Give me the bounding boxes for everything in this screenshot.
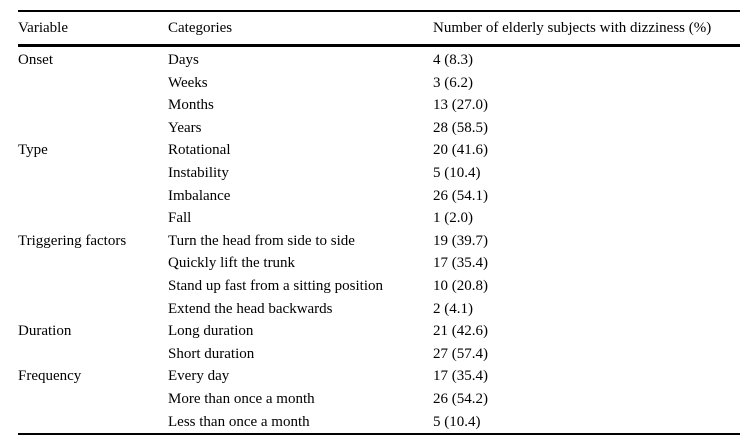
value-cell: 20 (41.6) (433, 142, 488, 159)
paper-table: Variable Categories Number of elderly su… (18, 10, 740, 436)
variable-cell (18, 411, 168, 435)
category-cell: Stand up fast from a sitting position (168, 277, 383, 294)
table-row: Months 13 (27.0) (18, 94, 740, 117)
variable-cell (18, 207, 168, 230)
category-cell: Extend the head backwards (168, 300, 333, 317)
variable-cell (18, 298, 168, 321)
category-cell: Rotational (168, 142, 231, 159)
category-cell: Quickly lift the trunk (168, 255, 296, 272)
variable-cell: Type (18, 142, 48, 159)
variable-cell (18, 162, 168, 185)
table-row: More than once a month 26 (54.2) (18, 388, 740, 411)
value-cell: 4 (8.3) (433, 52, 473, 68)
variable-cell (18, 388, 168, 411)
category-cell: Short duration (168, 345, 255, 362)
table-header: Variable Categories Number of elderly su… (18, 11, 740, 46)
col-header-variable: Variable (18, 20, 68, 36)
value-cell: 10 (20.8) (433, 277, 488, 294)
dizziness-characteristics-table: Variable Categories Number of elderly su… (18, 10, 740, 436)
category-cell: Every day (168, 368, 230, 385)
table-row: Quickly lift the trunk 17 (35.4) (18, 252, 740, 275)
table-row: Type Rotational 20 (41.6) (18, 139, 740, 162)
table-row: Years 28 (58.5) (18, 117, 740, 140)
value-cell: 3 (6.2) (433, 74, 473, 91)
table-row: Instability 5 (10.4) (18, 162, 740, 185)
category-cell: Instability (168, 164, 229, 181)
category-cell: More than once a month (168, 390, 315, 407)
variable-cell (18, 117, 168, 140)
table-row: Imbalance 26 (54.1) (18, 185, 740, 208)
variable-cell (18, 72, 168, 95)
category-cell: Years (168, 119, 202, 136)
category-cell: Turn the head from side to side (168, 232, 355, 249)
variable-cell (18, 343, 168, 366)
table-header-row: Variable Categories Number of elderly su… (18, 11, 740, 46)
value-cell: 19 (39.7) (433, 232, 488, 249)
table-row: Extend the head backwards 2 (4.1) (18, 298, 740, 321)
table-row: Triggering factors Turn the head from sid… (18, 230, 740, 253)
value-cell: 21 (42.6) (433, 323, 488, 340)
table-row: Stand up fast from a sitting position 10 … (18, 275, 740, 298)
variable-cell: Frequency (18, 368, 82, 385)
table-row: Less than once a month 5 (10.4) (18, 411, 740, 435)
table-row: Weeks 3 (6.2) (18, 72, 740, 95)
table-body: Onset Days 4 (8.3) Weeks 3 (6.2) Months 13 (27… (18, 46, 740, 435)
variable-cell: Onset (18, 52, 53, 68)
value-cell: 5 (10.4) (433, 413, 481, 430)
category-cell: Weeks (168, 74, 208, 91)
value-cell: 26 (54.2) (433, 390, 488, 407)
value-cell: 27 (57.4) (433, 345, 488, 362)
variable-cell (18, 275, 168, 298)
value-cell: 17 (35.4) (433, 368, 488, 385)
category-cell: Imbalance (168, 187, 231, 204)
table-row: Onset Days 4 (8.3) (18, 46, 740, 72)
col-header-categories: Categories (168, 20, 233, 36)
variable-cell (18, 94, 168, 117)
category-cell: Fall (168, 210, 192, 227)
value-cell: 5 (10.4) (433, 164, 481, 181)
variable-cell (18, 252, 168, 275)
value-cell: 1 (2.0) (433, 210, 473, 227)
variable-cell: Triggering factors (18, 232, 127, 249)
value-cell: 28 (58.5) (433, 119, 488, 136)
value-cell: 13 (27.0) (433, 97, 488, 114)
table-row: Short duration 27 (57.4) (18, 343, 740, 366)
value-cell: 2 (4.1) (433, 300, 473, 317)
table-row: Duration Long duration 21 (42.6) (18, 320, 740, 343)
col-header-number-of-subjects: Number of elderly subjects with dizzines… (433, 20, 712, 36)
category-cell: Months (168, 97, 214, 114)
value-cell: 17 (35.4) (433, 255, 488, 272)
table-row: Fall 1 (2.0) (18, 207, 740, 230)
category-cell: Less than once a month (168, 413, 310, 430)
value-cell: 26 (54.1) (433, 187, 488, 204)
variable-cell (18, 185, 168, 208)
category-cell: Days (168, 52, 199, 68)
table-row: Frequency Every day 17 (35.4) (18, 365, 740, 388)
variable-cell: Duration (18, 323, 72, 340)
category-cell: Long duration (168, 323, 254, 340)
